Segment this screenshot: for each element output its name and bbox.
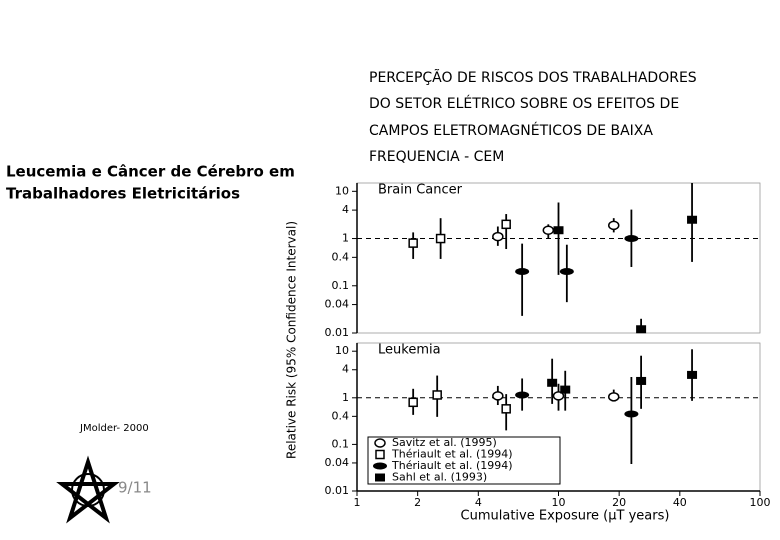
marker bbox=[492, 231, 504, 242]
marker bbox=[501, 219, 511, 230]
x-axis-label: Cumulative Exposure (µT years) bbox=[461, 509, 670, 524]
marker bbox=[374, 438, 386, 448]
marker bbox=[375, 449, 385, 460]
marker bbox=[687, 215, 698, 224]
x-tick-label: 1 bbox=[354, 496, 361, 509]
y-tick-label: 0.1 bbox=[332, 437, 350, 450]
marker bbox=[636, 325, 647, 334]
y-tick-label: 0.4 bbox=[332, 250, 350, 263]
right-title-line: FREQUENCIA - CEM bbox=[369, 149, 504, 165]
page-number: 9/11 bbox=[118, 479, 152, 497]
right-title-line: CAMPOS ELETROMAGNÉTICOS DE BAIXA bbox=[369, 122, 653, 139]
x-tick-label: 4 bbox=[475, 496, 482, 509]
y-tick-label: 0.01 bbox=[325, 484, 350, 497]
legend-box bbox=[367, 436, 561, 485]
marker bbox=[492, 391, 504, 401]
right-title-line: DO SETOR ELÉTRICO SOBRE OS EFEITOS DE bbox=[369, 95, 679, 112]
y-axis-label: Relative Risk (95% Confidence Interval) bbox=[285, 221, 299, 459]
marker bbox=[553, 226, 564, 235]
legend-label: Savitz et al. (1995) bbox=[392, 436, 497, 449]
y-tick-label: 1 bbox=[342, 232, 349, 245]
marker bbox=[408, 397, 418, 408]
left-title-line: Leucemia e Câncer de Cérebro em bbox=[6, 163, 295, 181]
y-tick-label: 10 bbox=[335, 184, 349, 197]
marker bbox=[432, 390, 442, 400]
marker bbox=[687, 370, 698, 379]
marker bbox=[624, 410, 639, 418]
x-tick-label: 10 bbox=[552, 496, 566, 509]
marker bbox=[552, 391, 565, 401]
marker bbox=[560, 385, 571, 394]
y-tick-label: 1 bbox=[342, 391, 349, 404]
marker bbox=[559, 268, 574, 276]
y-tick-label: 0.04 bbox=[325, 456, 350, 469]
x-tick-label: 40 bbox=[673, 496, 687, 509]
marker bbox=[542, 225, 555, 235]
star-icon bbox=[56, 455, 120, 524]
right-title-line: PERCEPÇÃO DE RISCOS DOS TRABALHADORES bbox=[369, 69, 697, 86]
y-tick-label: 10 bbox=[335, 344, 349, 357]
y-tick-label: 0.04 bbox=[325, 298, 350, 311]
panel-title: Brain Cancer bbox=[378, 183, 463, 198]
panel-title: Leukemia bbox=[378, 343, 441, 358]
x-tick-label: 20 bbox=[612, 496, 626, 509]
marker bbox=[515, 391, 530, 399]
marker bbox=[515, 268, 530, 276]
marker bbox=[501, 404, 511, 414]
marker bbox=[607, 392, 620, 402]
marker bbox=[607, 220, 620, 231]
x-tick-label: 2 bbox=[414, 496, 421, 509]
marker bbox=[624, 235, 639, 243]
legend-label: Sahl et al. (1993) bbox=[392, 471, 487, 484]
marker bbox=[408, 238, 418, 248]
marker bbox=[373, 462, 387, 470]
y-tick-label: 4 bbox=[342, 203, 349, 216]
x-tick-label: 100 bbox=[750, 496, 771, 509]
credit: JMolder- 2000 bbox=[79, 423, 149, 434]
marker bbox=[435, 233, 446, 244]
legend-label: Thériault et al. (1994) bbox=[391, 459, 513, 472]
left-title-line: Trabalhadores Eletricitários bbox=[6, 185, 240, 203]
marker bbox=[636, 376, 647, 385]
marker bbox=[547, 378, 558, 387]
y-tick-label: 0.1 bbox=[332, 279, 350, 292]
marker bbox=[375, 473, 385, 482]
y-tick-label: 0.4 bbox=[332, 409, 350, 422]
legend-label: Thériault et al. (1994) bbox=[391, 448, 513, 461]
y-tick-label: 4 bbox=[342, 363, 349, 376]
y-tick-label: 0.01 bbox=[325, 326, 350, 339]
